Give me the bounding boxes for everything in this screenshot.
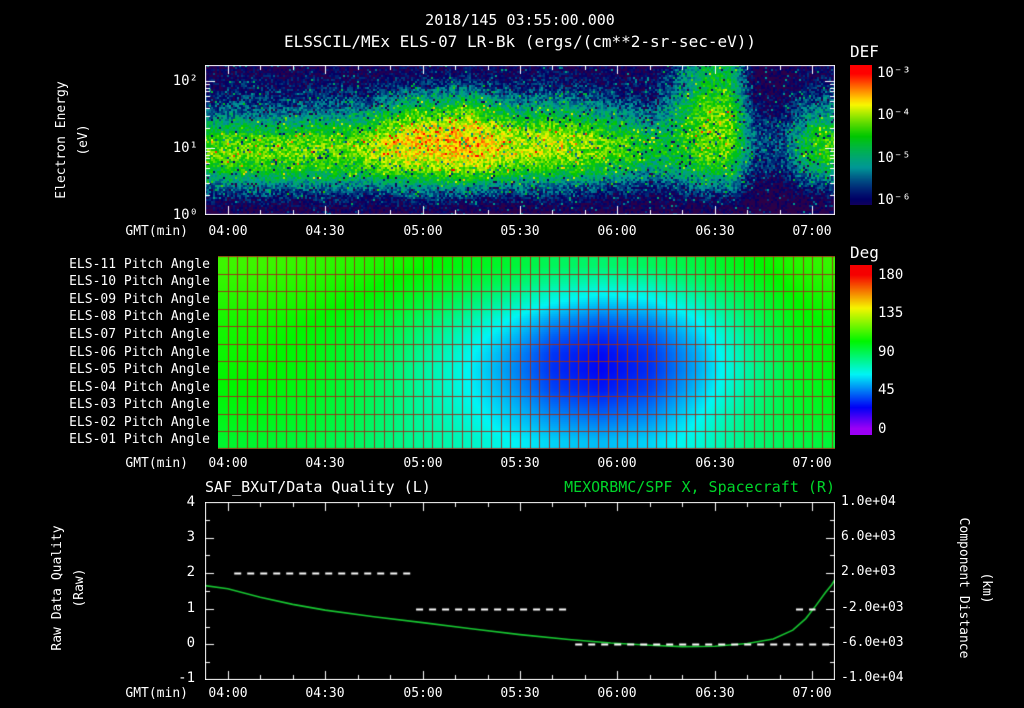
pitch-row-label-els09: ELS-09 Pitch Angle [69, 292, 210, 307]
xtick-p3-0700: 07:00 [792, 686, 832, 701]
deg-cbar-tick-135: 135 [878, 305, 904, 321]
right-ytick-6e3: 6.0e+03 [841, 529, 896, 544]
spectrogram-ytick-1e1: 10¹ [172, 140, 198, 156]
xtick-p3-0530: 05:30 [500, 686, 540, 701]
deg-colorbar-canvas [850, 265, 872, 435]
spectrogram-canvas [205, 65, 835, 215]
def-cbar-tick-1e-5: 10⁻⁵ [877, 150, 911, 166]
left-ytick-3: 3 [186, 529, 195, 545]
component-distance-axis-units: (km) [979, 572, 994, 604]
def-cbar-tick-1e-4: 10⁻⁴ [877, 107, 911, 123]
xtick-p2-0600: 06:00 [597, 456, 637, 471]
pitch-angle-canvas [218, 256, 835, 449]
deg-cbar-tick-45: 45 [878, 382, 895, 398]
spectrogram-ylabel: Electron Energy [54, 81, 69, 199]
gmt-label-panel1: GMT(min) [125, 224, 188, 239]
right-ytick-2e3: 2.0e+03 [841, 564, 896, 579]
xtick-p1-0600: 06:00 [597, 224, 637, 239]
header-title: ELSSCIL/MEx ELS-07 LR-Bk (ergs/(cm**2-sr… [283, 32, 756, 51]
left-ytick-1: 1 [186, 600, 195, 616]
deg-colorbar-title: Deg [850, 243, 879, 262]
spectrogram-ylabel-units: (eV) [76, 124, 91, 156]
xtick-p2-0700: 07:00 [792, 456, 832, 471]
left-ytick-neg1: -1 [178, 670, 195, 686]
xtick-p3-0430: 04:30 [305, 686, 345, 701]
component-distance-axis-label: Component Distance [956, 517, 971, 659]
xtick-p1-0630: 06:30 [695, 224, 735, 239]
deg-cbar-tick-90: 90 [878, 344, 895, 360]
xtick-p1-0700: 07:00 [792, 224, 832, 239]
right-ytick-neg6e3: -6.0e+03 [841, 635, 904, 650]
spectrogram-ytick-1e0: 10⁰ [172, 207, 198, 223]
def-cbar-tick-1e-3: 10⁻³ [877, 65, 911, 81]
def-colorbar-title: DEF [850, 42, 879, 61]
pitch-row-label-els11: ELS-11 Pitch Angle [69, 257, 210, 272]
gmt-label-panel3: GMT(min) [125, 686, 188, 701]
right-ytick-neg1e4: -1.0e+04 [841, 670, 904, 685]
deg-cbar-tick-180: 180 [878, 267, 904, 283]
spectrogram-ytick-1e2: 10² [172, 73, 198, 89]
pitch-row-label-els05: ELS-05 Pitch Angle [69, 362, 210, 377]
pitch-row-label-els02: ELS-02 Pitch Angle [69, 415, 210, 430]
xtick-p2-0630: 06:30 [695, 456, 735, 471]
xtick-p1-0500: 05:00 [403, 224, 443, 239]
pitch-row-label-els04: ELS-04 Pitch Angle [69, 380, 210, 395]
left-ytick-2: 2 [186, 564, 195, 580]
xtick-p3-0600: 06:00 [597, 686, 637, 701]
raw-quality-axis-label: Raw Data Quality [50, 525, 65, 651]
xtick-p2-0430: 04:30 [305, 456, 345, 471]
right-ytick-neg2e3: -2.0e+03 [841, 600, 904, 615]
pitch-row-label-els07: ELS-07 Pitch Angle [69, 327, 210, 342]
def-cbar-tick-1e-6: 10⁻⁶ [877, 192, 911, 208]
gmt-label-panel2: GMT(min) [125, 456, 188, 471]
xtick-p2-0500: 05:00 [403, 456, 443, 471]
xtick-p1-0400: 04:00 [208, 224, 248, 239]
bottom-left-title: SAF_BXuT/Data Quality (L) [205, 478, 431, 496]
raw-quality-axis-units: (Raw) [72, 568, 87, 608]
pitch-row-label-els08: ELS-08 Pitch Angle [69, 309, 210, 324]
xtick-p3-0400: 04:00 [208, 686, 248, 701]
xtick-p1-0530: 05:30 [500, 224, 540, 239]
xtick-p2-0400: 04:00 [208, 456, 248, 471]
pitch-row-label-els03: ELS-03 Pitch Angle [69, 397, 210, 412]
left-ytick-0: 0 [186, 635, 195, 651]
xtick-p2-0530: 05:30 [500, 456, 540, 471]
pitch-row-label-els06: ELS-06 Pitch Angle [69, 345, 210, 360]
right-ytick-1e4: 1.0e+04 [841, 494, 896, 509]
bottom-right-title: MEXORBMC/SPF X, Spacecraft (R) [564, 478, 835, 496]
pitch-row-label-els10: ELS-10 Pitch Angle [69, 274, 210, 289]
header-datetime: 2018/145 03:55:00.000 [425, 11, 615, 29]
quality-distance-canvas [205, 502, 835, 680]
def-colorbar-canvas [850, 65, 872, 205]
deg-cbar-tick-0: 0 [878, 421, 887, 437]
xtick-p1-0430: 04:30 [305, 224, 345, 239]
left-ytick-4: 4 [186, 494, 195, 510]
pitch-row-label-els01: ELS-01 Pitch Angle [69, 432, 210, 447]
xtick-p3-0500: 05:00 [403, 686, 443, 701]
xtick-p3-0630: 06:30 [695, 686, 735, 701]
